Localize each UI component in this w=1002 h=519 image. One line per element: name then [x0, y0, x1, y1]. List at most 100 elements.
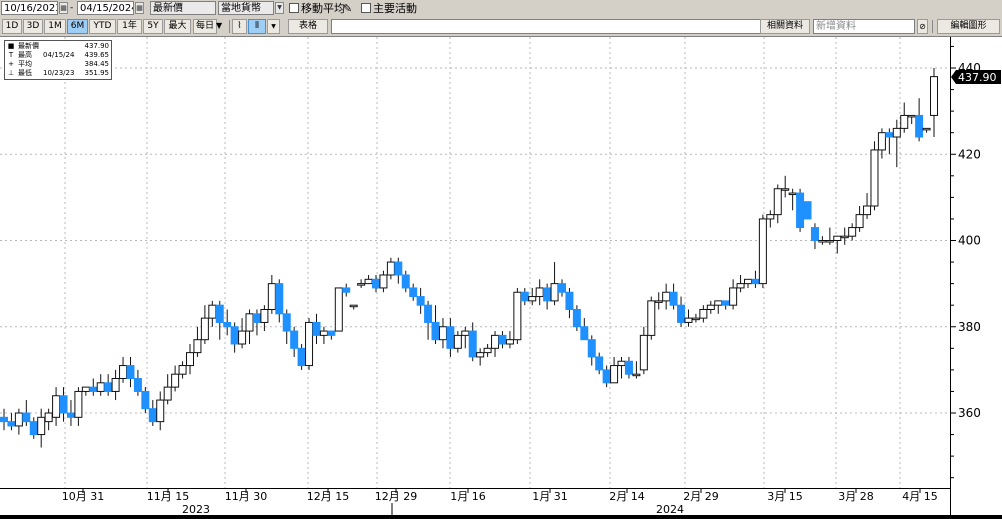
candle [930, 68, 938, 137]
candle [572, 305, 581, 332]
x-tick-label: 10月 31 [62, 490, 105, 503]
candle-body-down [372, 278, 380, 289]
candle-body-down [342, 287, 351, 293]
candle-body-up [840, 235, 849, 239]
start-date-field[interactable]: 10/16/2023 [1, 1, 58, 15]
candle-body-down [223, 321, 232, 328]
candlestick-chart-icon[interactable]: ⫴ [248, 19, 266, 34]
year-label: 2024 [656, 503, 684, 516]
candle [558, 279, 566, 297]
period-button[interactable]: 1D [2, 19, 22, 34]
candle-body-down [89, 386, 98, 392]
candle-body-up [647, 300, 656, 336]
candle [602, 365, 611, 388]
candle [74, 387, 83, 426]
candle-body-up [305, 321, 314, 367]
candle-body-down [394, 261, 403, 276]
candle [706, 300, 715, 314]
candle-body-down [446, 326, 455, 349]
end-date-field[interactable]: 04/15/2024 [77, 1, 134, 15]
candle [438, 318, 447, 349]
date-separator: - [70, 3, 74, 13]
calendar-icon[interactable]: ▦ [59, 2, 68, 14]
candle [334, 287, 343, 332]
period-button[interactable]: 1M [44, 19, 66, 34]
price-field-select[interactable]: 最新價 [150, 1, 216, 15]
x-tick-label: 2月 29 [683, 490, 719, 503]
candle [647, 296, 656, 340]
period-button[interactable]: YTD [89, 19, 116, 34]
candle [580, 318, 589, 341]
frequency-select[interactable]: 每日 [193, 19, 217, 34]
pencil-icon[interactable]: ✎ [343, 2, 353, 15]
candle [409, 283, 418, 301]
candle-body-up [892, 127, 901, 138]
candle-body-up [505, 339, 514, 345]
candle-body-up [528, 296, 537, 302]
table-button[interactable]: 表格 [288, 19, 328, 34]
candle [349, 304, 358, 310]
candlestick-chart [0, 37, 950, 488]
chart-title-field[interactable] [331, 19, 801, 34]
candle-body-up [74, 390, 83, 418]
moving-average-checkbox[interactable] [289, 3, 299, 13]
dropdown-arrow-icon[interactable]: ▼ [216, 21, 223, 30]
candle-body-up [848, 227, 857, 237]
currency-select[interactable]: 當地貨幣 [218, 1, 274, 15]
dropdown-arrow-icon[interactable]: ▼ [267, 19, 280, 34]
candle [148, 400, 157, 426]
dropdown-arrow-icon[interactable]: ▼ [275, 2, 284, 14]
candle-body-down [558, 283, 566, 293]
candle-body-up [706, 304, 715, 310]
candle-body-down [424, 304, 433, 323]
edit-chart-button[interactable]: 編輯圖形 [937, 19, 1000, 34]
candle-body-down [498, 334, 507, 345]
period-button[interactable]: 3D [23, 19, 43, 34]
candle [245, 309, 254, 344]
line-chart-icon[interactable]: ⌇ [232, 19, 247, 34]
clear-icon[interactable]: ⊘ [917, 19, 928, 34]
candle [535, 279, 544, 306]
candle [386, 257, 395, 280]
period-button[interactable]: 1年 [117, 19, 142, 34]
candle-body-down [669, 291, 678, 306]
candle [282, 309, 291, 344]
candle-body-up [491, 334, 500, 349]
candle [543, 283, 552, 310]
legend-row-high: T 最高 04/15/24 439.65 [5, 51, 111, 60]
key-events-checkbox[interactable] [361, 3, 371, 13]
period-button[interactable]: 最大 [164, 19, 191, 34]
candle [810, 223, 819, 250]
candle-body-up [632, 373, 641, 377]
candle-body-up [96, 382, 105, 392]
period-button[interactable]: 5Y [143, 19, 163, 34]
candle [833, 235, 842, 254]
candle [721, 300, 730, 310]
candle-body-up [736, 283, 745, 289]
candle-body-up [744, 278, 752, 285]
candle-body-up [52, 395, 61, 418]
candle [520, 287, 529, 306]
candle [44, 408, 53, 431]
candle [111, 369, 120, 401]
candle [565, 287, 574, 319]
candle [327, 330, 336, 340]
candle-body-up [453, 334, 462, 349]
candle-body-up [319, 330, 328, 336]
candle [223, 309, 232, 336]
candle [319, 326, 328, 344]
candle [669, 283, 678, 310]
candle [275, 279, 284, 323]
candle [379, 270, 388, 293]
add-data-input[interactable]: 新增資料 [813, 19, 915, 34]
candle [364, 275, 373, 285]
candle [230, 322, 239, 353]
related-data-select[interactable]: 相關資料 [760, 19, 810, 34]
candle [624, 356, 633, 379]
period-button-selected[interactable]: 6M [67, 19, 88, 34]
candle [171, 365, 180, 392]
x-axis-svg: 10月 31 11月 15 11月 30 12月 15 12月 29 1月 16 1月 31… [62, 489, 938, 516]
candle-body-down [796, 192, 805, 229]
calendar-icon[interactable]: ▦ [135, 2, 144, 14]
candle-body-down [148, 408, 157, 423]
